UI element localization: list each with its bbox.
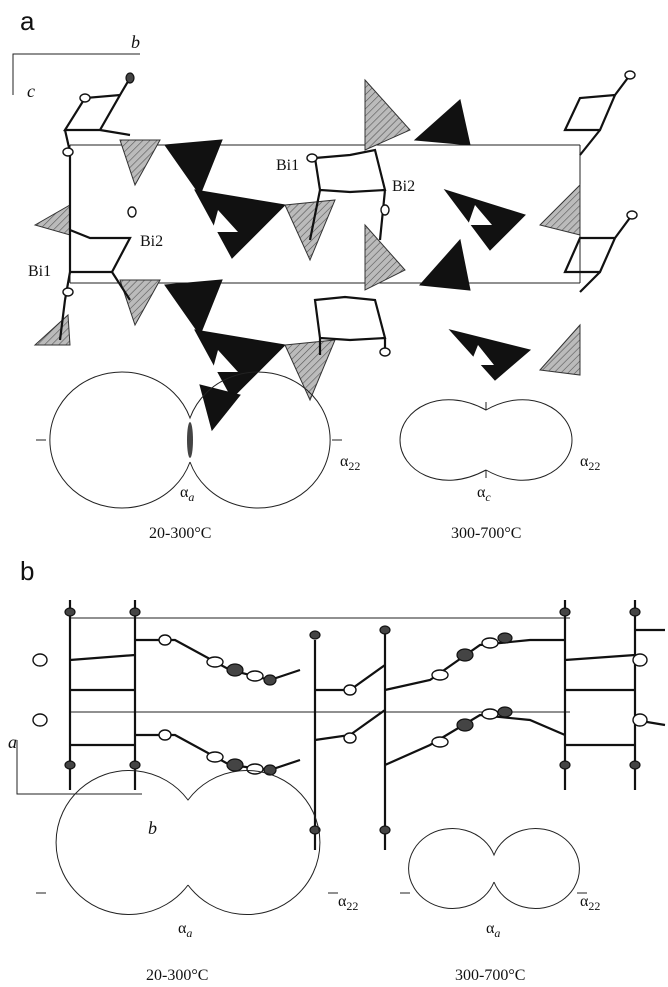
subscript: 22 bbox=[588, 899, 600, 913]
axis-label: b bbox=[148, 818, 157, 838]
atoms bbox=[33, 608, 647, 834]
subscript: a bbox=[188, 490, 194, 504]
axis-min-label: αa bbox=[178, 920, 192, 940]
subscript: a bbox=[494, 926, 500, 940]
panel-a: a b c Bi1 Bi1 Bi2 Bi2 α22 αa 20-300°C α2… bbox=[13, 6, 637, 542]
chains bbox=[60, 71, 637, 356]
subscript: 22 bbox=[588, 459, 600, 473]
axis-label: a bbox=[8, 732, 17, 752]
figure: a b c Bi1 Bi1 Bi2 Bi2 α22 αa 20-300°C α2… bbox=[0, 0, 668, 987]
axis-label: c bbox=[27, 81, 35, 101]
panel-label: b bbox=[20, 556, 34, 586]
atom-label: Bi2 bbox=[392, 178, 415, 195]
axis-max-label: α22 bbox=[340, 453, 360, 473]
temperature-range: 300-700°C bbox=[451, 525, 521, 542]
axis-max-label: α22 bbox=[338, 893, 358, 913]
temperature-range: 300-700°C bbox=[455, 967, 525, 984]
temperature-range: 20-300°C bbox=[146, 967, 208, 984]
axis-min-label: αa bbox=[486, 920, 500, 940]
atom-label: Bi1 bbox=[276, 157, 299, 174]
expansion-figure bbox=[187, 422, 193, 458]
axis-max-label: α22 bbox=[580, 453, 600, 473]
subscript: c bbox=[485, 490, 491, 504]
panel-b: b a b α22 αa 20-300°C α22 αa 300-700°C bbox=[8, 556, 665, 984]
panel-label: a bbox=[20, 6, 35, 36]
subscript: 22 bbox=[348, 459, 360, 473]
axis-corner bbox=[17, 740, 142, 794]
atom-label: Bi2 bbox=[140, 233, 163, 250]
expansion-figure bbox=[400, 829, 587, 909]
temperature-range: 20-300°C bbox=[149, 525, 211, 542]
axis-max-label: α22 bbox=[580, 893, 600, 913]
expansion-figure bbox=[400, 400, 572, 480]
axis-label: b bbox=[131, 32, 140, 52]
atom-label: Bi1 bbox=[28, 263, 51, 280]
axis-min-label: αa bbox=[180, 484, 194, 504]
axis-min-label: αc bbox=[477, 484, 491, 504]
unit-cell bbox=[70, 618, 570, 712]
subscript: 22 bbox=[346, 899, 358, 913]
subscript: a bbox=[186, 926, 192, 940]
expansion-figure bbox=[36, 770, 338, 914]
